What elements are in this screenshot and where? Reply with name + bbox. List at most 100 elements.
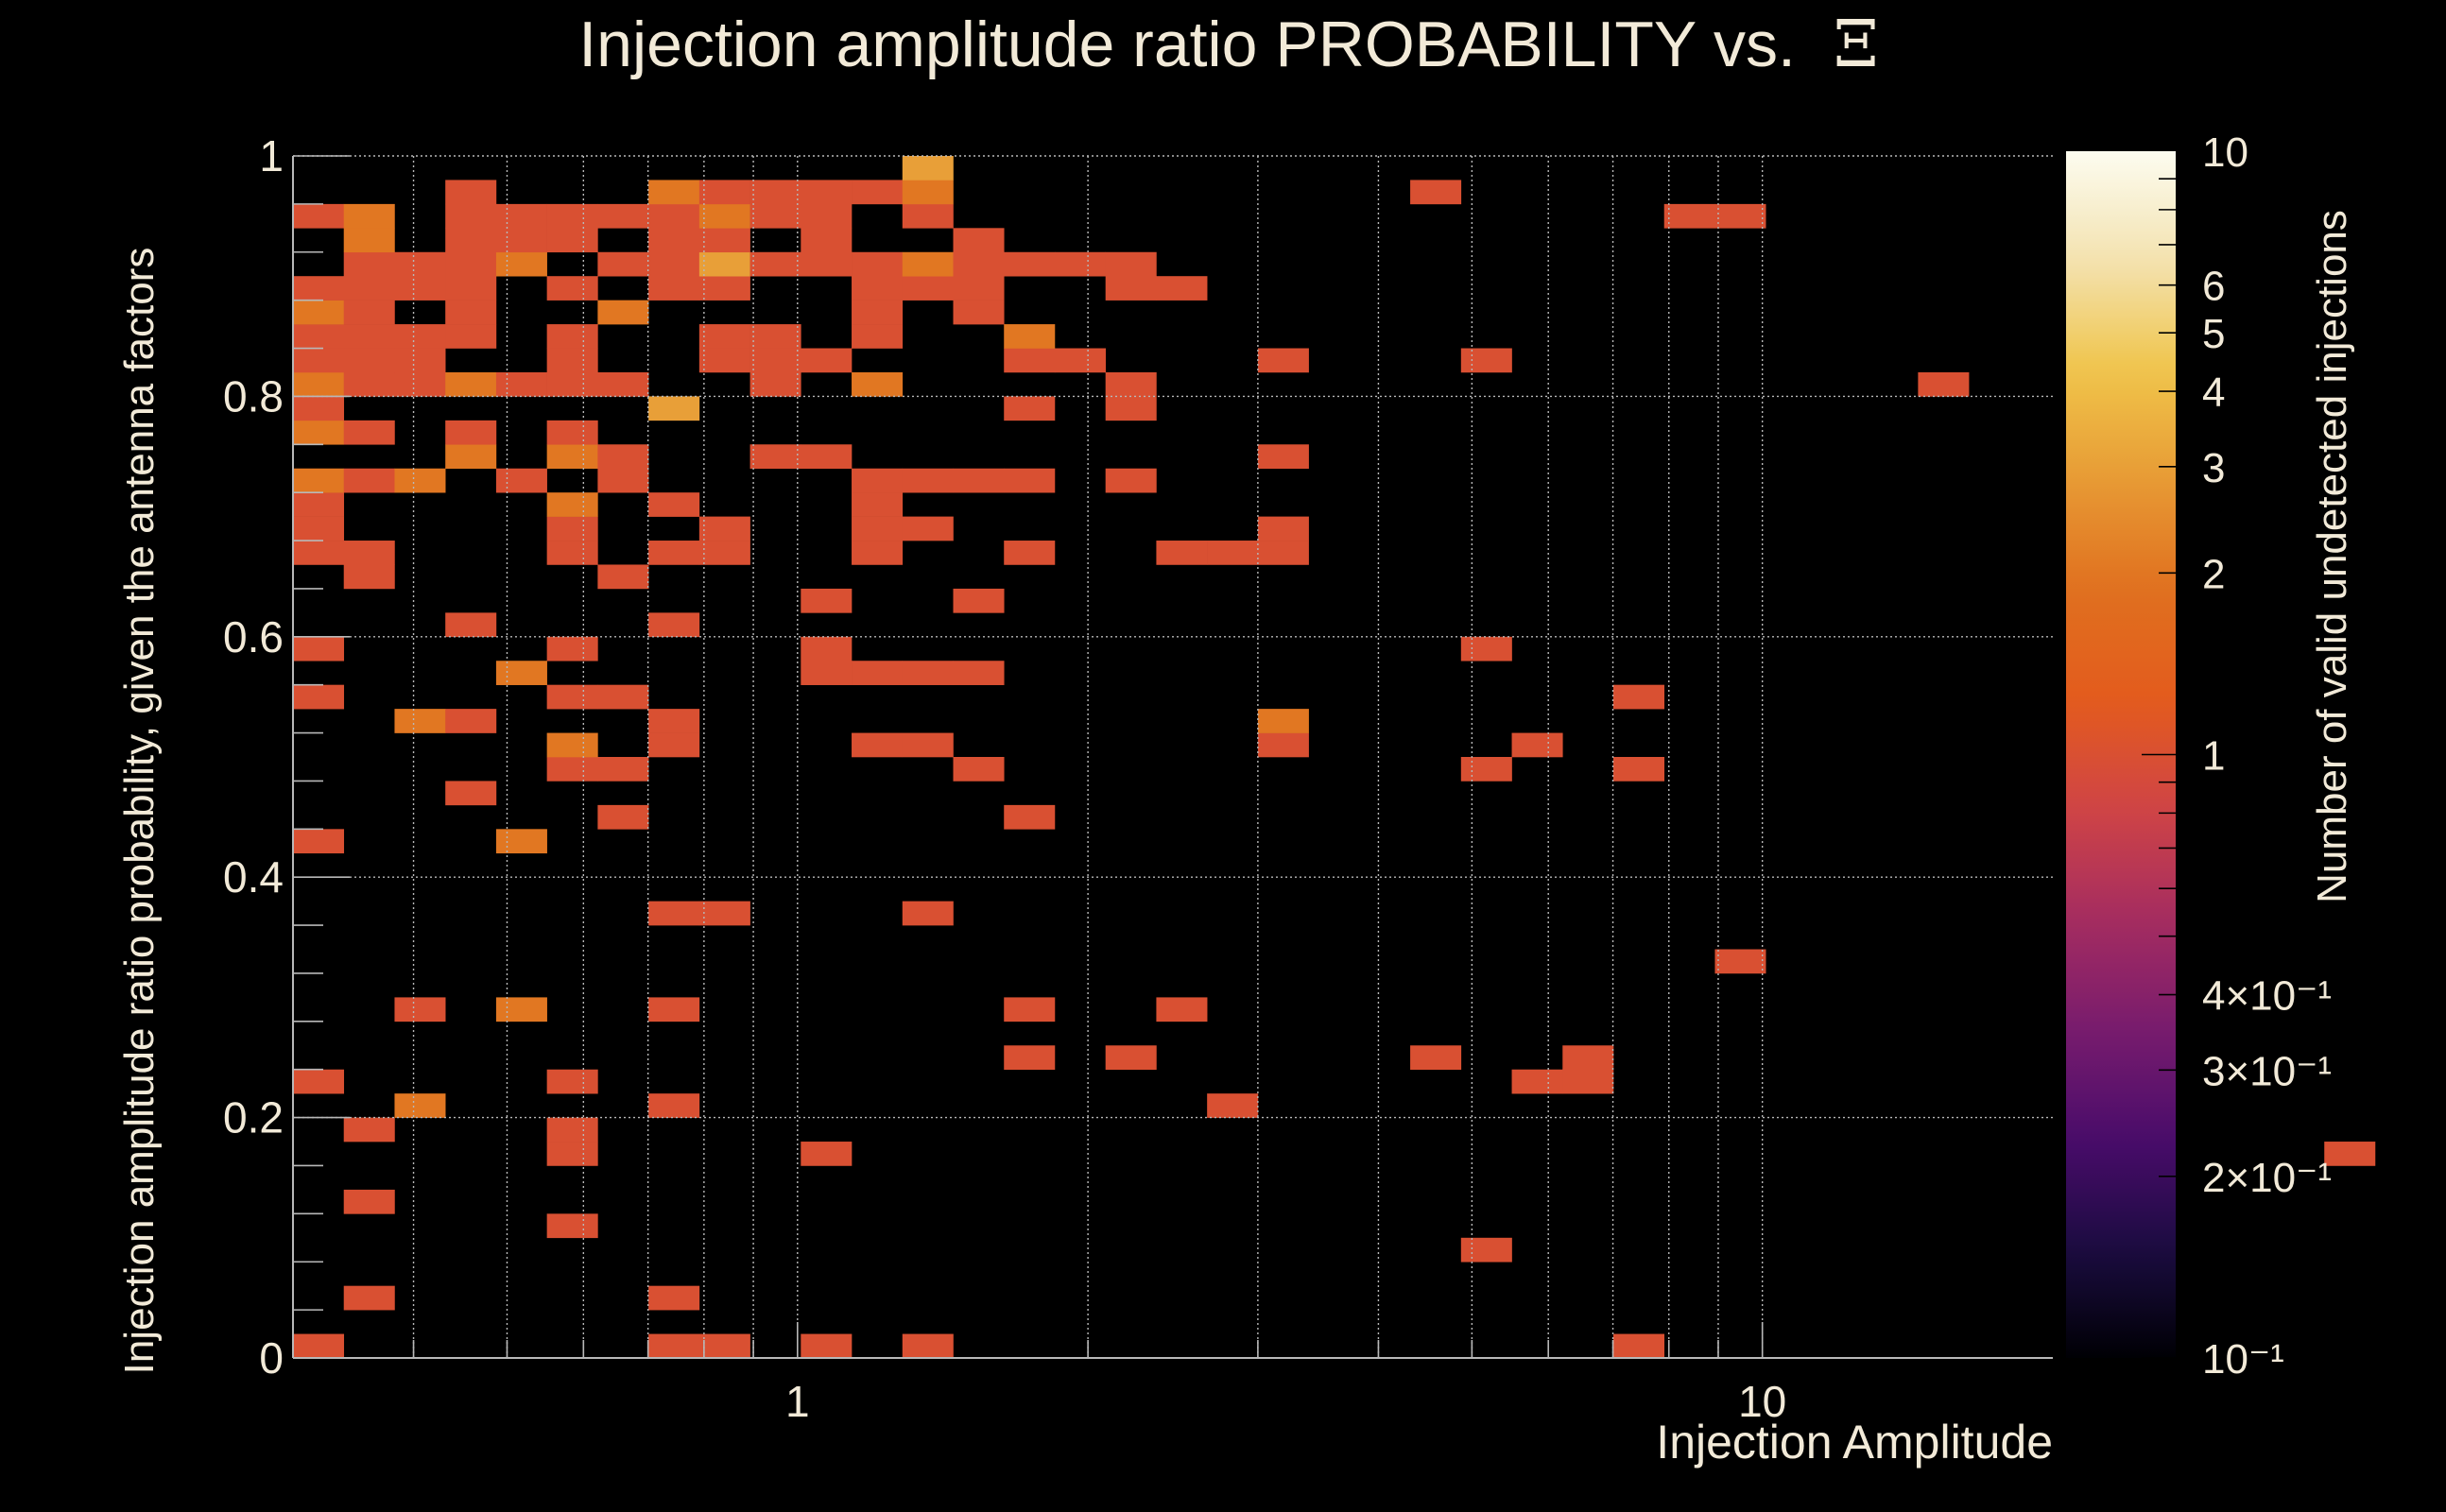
heatmap-cell xyxy=(1613,757,1665,782)
heatmap-cell xyxy=(902,156,954,180)
heatmap-cell xyxy=(801,636,853,662)
heatmap-cell xyxy=(852,324,904,349)
heatmap-cell xyxy=(801,348,853,373)
heatmap-cell xyxy=(546,420,598,445)
heatmap-cell xyxy=(293,203,345,229)
colorbar-tick-label: 2 xyxy=(2202,551,2225,597)
y-tick-label: 0.4 xyxy=(223,852,284,902)
x-tick-label: 1 xyxy=(785,1377,810,1426)
x-axis-label: Injection Amplitude xyxy=(1656,1416,2053,1469)
heatmap-cell xyxy=(546,324,598,349)
heatmap-cell xyxy=(1460,1237,1512,1263)
y-tick-label: 0.2 xyxy=(223,1093,284,1143)
heatmap-cell xyxy=(852,300,904,325)
heatmap-cell xyxy=(902,732,954,758)
heatmap-cell xyxy=(1257,541,1309,565)
heatmap-cell xyxy=(1207,1093,1259,1118)
heatmap-cell xyxy=(1613,1333,1665,1359)
heatmap-cell xyxy=(1562,1069,1614,1094)
heatmap-cell xyxy=(648,612,700,638)
heatmap-cell xyxy=(546,371,598,397)
heatmap-cell xyxy=(546,1213,598,1239)
heatmap-cell xyxy=(293,276,345,301)
heatmap-cell xyxy=(648,1285,700,1311)
heatmap-cell xyxy=(1257,516,1309,541)
heatmap-cell xyxy=(495,997,547,1022)
heatmap-cell xyxy=(343,541,395,565)
heatmap-cell xyxy=(852,468,904,493)
heatmap-cell xyxy=(648,901,700,926)
heatmap-cell xyxy=(1105,251,1157,277)
heatmap-cell xyxy=(293,300,345,325)
heatmap-cell xyxy=(902,516,954,541)
heatmap-cell xyxy=(698,228,750,253)
heatmap-cell xyxy=(953,661,1005,685)
heatmap-cell xyxy=(698,1333,750,1359)
heatmap-cell xyxy=(343,276,395,301)
heatmap-cell xyxy=(597,444,649,470)
heatmap-cell xyxy=(1156,997,1208,1022)
heatmap-cell xyxy=(343,348,395,373)
colorbar-tick-label: 1 xyxy=(2202,733,2225,780)
heatmap-cell xyxy=(749,203,801,229)
heatmap-cell xyxy=(445,251,497,277)
heatmap-cell xyxy=(394,709,446,733)
heatmap-cell xyxy=(293,684,345,710)
heatmap-cell xyxy=(648,732,700,758)
heatmap-cell xyxy=(1257,348,1309,373)
heatmap-cell xyxy=(648,492,700,517)
heatmap-cell xyxy=(698,276,750,301)
heatmap-cell xyxy=(648,997,700,1022)
heatmap-cell xyxy=(597,468,649,493)
heatmap-cell xyxy=(394,371,446,397)
heatmap-cell xyxy=(546,203,598,229)
heatmap-cell xyxy=(343,1117,395,1143)
heatmap-cell xyxy=(343,564,395,590)
heatmap-cell xyxy=(852,180,904,205)
heatmap-cell xyxy=(495,251,547,277)
heatmap-cell xyxy=(1257,709,1309,733)
heatmap-cell xyxy=(394,348,446,373)
heatmap-cell xyxy=(1410,180,1462,205)
heatmap-cell xyxy=(801,588,853,613)
chart-title: Injection amplitude ratio PROBABILITY vs… xyxy=(578,8,1878,82)
heatmap-cell xyxy=(546,732,598,758)
heatmap-cell xyxy=(648,203,700,229)
colorbar-tick-label: 3×10⁻¹ xyxy=(2202,1048,2332,1094)
heatmap-cell xyxy=(801,661,853,685)
heatmap-cell xyxy=(852,732,904,758)
x-tick-label: 10 xyxy=(1738,1377,1786,1426)
heatmap-cell xyxy=(648,1093,700,1118)
heatmap-cell xyxy=(394,251,446,277)
colorbar-tick-label: 3 xyxy=(2202,445,2225,491)
heatmap-cell xyxy=(445,300,497,325)
heatmap-cell xyxy=(343,371,395,397)
heatmap-cell xyxy=(648,709,700,733)
heatmap-cell xyxy=(597,203,649,229)
heatmap-cell xyxy=(445,444,497,470)
heatmap-cell xyxy=(445,781,497,806)
colorbar-tick-label: 4×10⁻¹ xyxy=(2202,973,2332,1020)
plot-area: 1 10 0 0.2 0.4 0.6 0.8 1 xyxy=(223,131,2376,1426)
heatmap-cell xyxy=(546,684,598,710)
heatmap-cell xyxy=(902,203,954,229)
heatmap-cell xyxy=(801,203,853,229)
y-tick-label: 0.8 xyxy=(223,371,284,421)
heatmap-cell xyxy=(902,468,954,493)
heatmap-cell xyxy=(597,684,649,710)
heatmap-cell xyxy=(902,276,954,301)
heatmap-cell xyxy=(597,564,649,590)
heatmap-cell xyxy=(698,251,750,277)
heatmap-cell xyxy=(343,1285,395,1311)
heatmap-cell xyxy=(698,324,750,349)
heatmap-cell xyxy=(1156,541,1208,565)
heatmap-cell xyxy=(546,1069,598,1094)
heatmap-cell xyxy=(445,324,497,349)
heatmap-cell xyxy=(394,997,446,1022)
heatmap-cell xyxy=(546,757,598,782)
colorbar-tick-label: 2×10⁻¹ xyxy=(2202,1155,2332,1201)
heatmap-cell xyxy=(902,180,954,205)
heatmap-cell xyxy=(953,468,1005,493)
heatmap-cell xyxy=(648,396,700,421)
heatmap-cell xyxy=(445,612,497,638)
